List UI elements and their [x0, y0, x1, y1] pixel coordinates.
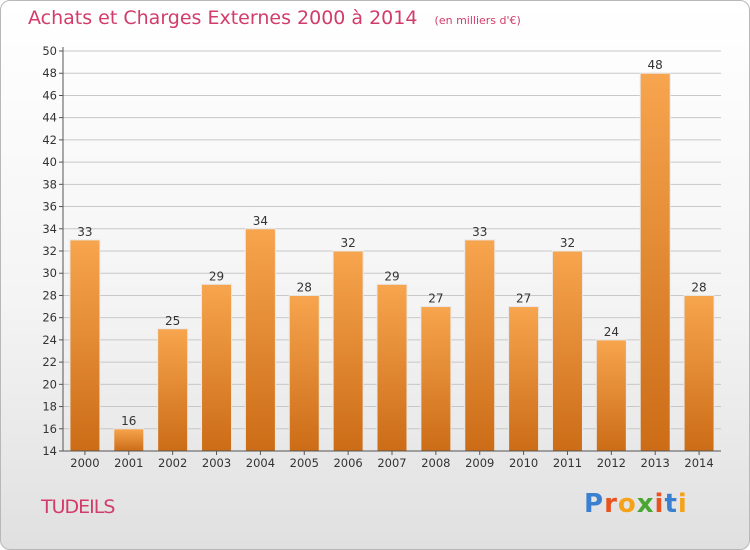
bar-2012: [595, 339, 627, 452]
bar-2001: [113, 428, 145, 452]
y-tick-label: 26: [42, 311, 57, 325]
x-tick-label: 2012: [597, 456, 626, 470]
y-tick-label: 38: [42, 177, 57, 191]
bar-value-label: 29: [209, 269, 224, 283]
logo-letter: x: [636, 489, 655, 519]
proxiti-logo: Proxiti: [584, 489, 688, 519]
bar-value-label: 24: [604, 325, 619, 339]
bar-value-label: 32: [340, 236, 355, 250]
y-tick-label: 40: [42, 155, 57, 169]
logo-letter: i: [677, 489, 688, 519]
bar-2009: [464, 239, 496, 452]
bar-value-label: 16: [121, 414, 136, 428]
y-tick-label: 48: [42, 66, 57, 80]
y-tick-label: 44: [42, 111, 57, 125]
x-tick-label: 2002: [158, 456, 187, 470]
bar-value-label: 33: [472, 225, 487, 239]
x-tick-label: 2009: [465, 456, 494, 470]
title-row: Achats et Charges Externes 2000 à 2014 (…: [28, 7, 521, 29]
x-tick-label: 2003: [202, 456, 231, 470]
y-tick-label: 46: [42, 88, 57, 102]
bar-2010: [508, 306, 540, 452]
place-name: TUDEILS: [41, 496, 115, 518]
bar-value-label: 34: [253, 214, 268, 228]
logo-letter: t: [664, 489, 678, 519]
y-tick-label: 36: [42, 200, 57, 214]
bars: [69, 72, 715, 452]
bar-2007: [376, 283, 408, 452]
bar-2013: [639, 72, 671, 452]
y-tick-label: 22: [42, 355, 57, 369]
y-tick-label: 30: [42, 266, 57, 280]
bar-value-label: 29: [384, 269, 399, 283]
bar-value-label: 32: [560, 236, 575, 250]
x-tick-label: 2001: [114, 456, 143, 470]
bar-2000: [69, 239, 101, 452]
bar-2006: [332, 250, 364, 452]
x-tick-label: 2004: [246, 456, 275, 470]
chart-title: Achats et Charges Externes 2000 à 2014: [28, 7, 418, 29]
x-tick-label: 2000: [70, 456, 99, 470]
x-tick-label: 2007: [377, 456, 406, 470]
bar-value-label: 25: [165, 314, 180, 328]
logo-letter: o: [617, 489, 637, 519]
y-tick-label: 16: [42, 422, 57, 436]
bar-2002: [157, 328, 189, 452]
x-tick-label: 2010: [509, 456, 538, 470]
bar-value-label: 33: [77, 225, 92, 239]
logo-letter: P: [584, 489, 605, 519]
y-tick-label: 20: [42, 377, 57, 391]
bar-value-label: 27: [516, 292, 531, 306]
y-tick-label: 24: [42, 333, 57, 347]
bar-value-label: 27: [428, 292, 443, 306]
x-tick-label: 2008: [421, 456, 450, 470]
y-tick-label: 34: [42, 222, 57, 236]
y-tick-label: 18: [42, 400, 57, 414]
y-tick-label: 28: [42, 288, 57, 302]
bar-2008: [420, 306, 452, 452]
bar-2005: [288, 294, 320, 452]
bar-2003: [201, 283, 233, 452]
x-tick-label: 2011: [553, 456, 582, 470]
bar-value-label: 28: [297, 280, 312, 294]
x-tick-label: 2014: [684, 456, 713, 470]
logo-letter: r: [604, 489, 618, 519]
logo-letter: i: [654, 489, 665, 519]
bar-2011: [551, 250, 583, 452]
bar-value-label: 48: [648, 58, 663, 72]
y-tick-label: 50: [42, 44, 57, 58]
x-tick-label: 2005: [290, 456, 319, 470]
bar-2004: [244, 228, 276, 452]
y-tick-label: 32: [42, 244, 57, 258]
x-tick-label: 2006: [333, 456, 362, 470]
labels: 14 16 18 20 22 24 26 28 30 32 34 36 38 40 42 44 46 48 50 33…: [42, 44, 713, 470]
y-tick-label: 14: [42, 444, 57, 458]
axes: [59, 47, 721, 455]
chart-subtitle: (en milliers d'€): [434, 14, 521, 27]
y-tick-label: 42: [42, 133, 57, 147]
bar-value-label: 28: [691, 280, 706, 294]
bar-2014: [683, 294, 715, 452]
x-tick-label: 2013: [641, 456, 670, 470]
